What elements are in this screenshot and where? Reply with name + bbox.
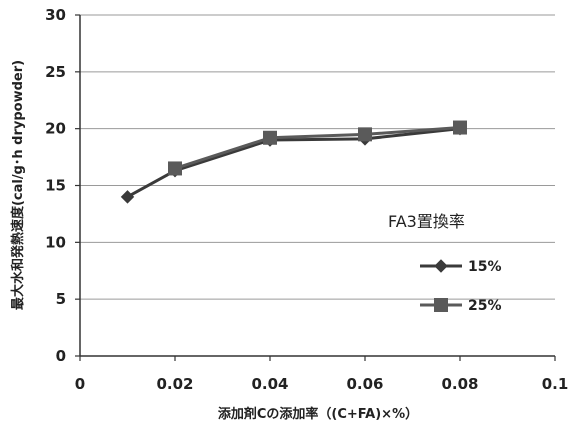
axes — [75, 14, 556, 361]
series-1-point-1 — [263, 130, 277, 145]
x-tick-label-3: 0.06 — [346, 375, 383, 393]
y-axis-title: 最大水和発熱速度(cal/g･h drypowder) — [10, 60, 26, 310]
y-tick-label-6: 30 — [45, 6, 66, 24]
legend-title: FA3置換率 — [388, 212, 465, 231]
series-1 — [168, 120, 467, 176]
series-1-line — [174, 126, 461, 170]
x-tick-label-1: 0.02 — [156, 375, 193, 393]
series-0-point-0 — [120, 190, 135, 204]
x-tick-label-2: 0.04 — [251, 375, 288, 393]
legend-label-0: 15% — [468, 259, 502, 275]
legend-marker-0 — [434, 259, 448, 273]
legend: FA3置換率 15% 25% — [388, 212, 502, 314]
legend-marker-1 — [434, 298, 448, 312]
gridlines — [80, 14, 555, 300]
y-tick-label-3: 15 — [45, 177, 66, 195]
x-axis-title: 添加剤Cの添加率（(C+FA)×%） — [218, 406, 418, 422]
series-1-point-3 — [453, 120, 467, 135]
x-tick-label-4: 0.08 — [441, 375, 478, 393]
data-series — [120, 120, 467, 204]
x-tick-label-5: 0.1 — [542, 375, 569, 393]
legend-label-1: 25% — [468, 298, 502, 314]
y-tick-label-4: 20 — [45, 120, 66, 138]
y-tick-label-5: 25 — [45, 63, 66, 81]
tick-labels: 0 5 10 15 20 25 30 0 0.02 0.04 0.06 0.08 0.1 — [45, 6, 568, 393]
y-tick-label-0: 0 — [56, 347, 66, 365]
y-tick-label-1: 5 — [56, 290, 66, 308]
x-tick-label-0: 0 — [75, 375, 85, 393]
series-1-point-2 — [358, 127, 372, 142]
y-tick-label-2: 10 — [45, 233, 66, 251]
series-1-point-0 — [168, 161, 182, 176]
